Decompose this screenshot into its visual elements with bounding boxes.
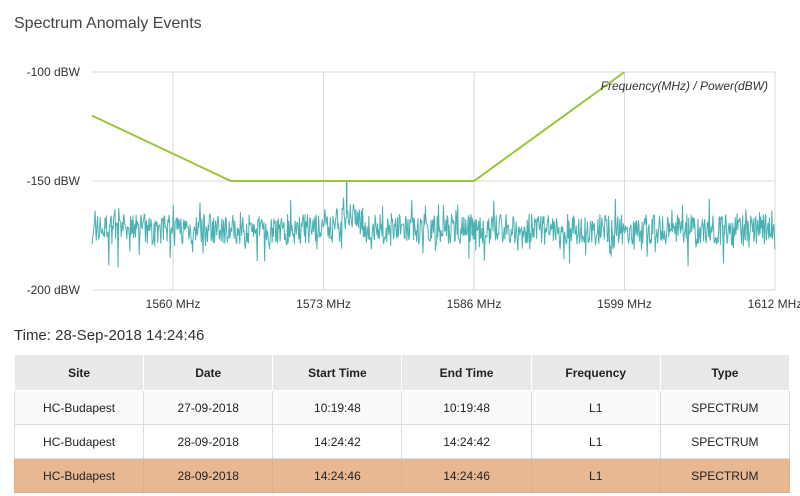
cell-end-time: 14:24:46 <box>401 458 532 493</box>
cell-end-time: 14:24:42 <box>401 424 532 459</box>
table-row[interactable]: HC-Budapest 28-09-2018 14:24:42 14:24:42 L1 S… <box>13 424 791 459</box>
spectrum-trace <box>91 181 776 268</box>
cell-frequency: L1 <box>530 424 661 459</box>
y-tick-label: -200 dBW <box>27 283 81 297</box>
cell-site: HC-Budapest <box>13 390 145 425</box>
table-row[interactable]: HC-Budapest 27-09-2018 10:19:48 10:19:48 L1 S… <box>13 390 791 425</box>
x-tick-label: 1560 MHz <box>146 297 201 311</box>
y-tick-label: -150 dBW <box>27 174 81 188</box>
x-tick-label: 1573 MHz <box>296 297 351 311</box>
chart-annotation: Frequency(MHz) / Power(dBW) <box>601 79 768 93</box>
column-header-date[interactable]: Date <box>143 354 274 391</box>
cell-site: HC-Budapest <box>13 458 145 493</box>
x-tick-label: 1586 MHz <box>447 297 502 311</box>
mask-line <box>91 71 626 182</box>
column-header-frequency[interactable]: Frequency <box>530 354 661 391</box>
spectrum-chart: -100 dBW -150 dBW -200 dBW 1560 MHz 1573 MHz… <box>27 65 800 311</box>
cell-frequency: L1 <box>530 458 661 493</box>
cell-date: 27-09-2018 <box>143 390 274 425</box>
column-header-type[interactable]: Type <box>659 354 791 391</box>
column-header-end-time[interactable]: End Time <box>401 354 532 391</box>
column-header-start-time[interactable]: Start Time <box>272 354 403 391</box>
spectrum-series <box>91 197 776 268</box>
column-header-site[interactable]: Site <box>13 354 145 391</box>
cell-start-time: 14:24:46 <box>272 458 403 493</box>
events-table: Site Date Start Time End Time Frequency … <box>13 354 791 493</box>
cell-type: SPECTRUM <box>659 458 791 493</box>
event-time-label: Time: 28-Sep-2018 14:24:46 <box>14 327 205 344</box>
cell-site: HC-Budapest <box>13 424 145 459</box>
cell-date: 28-09-2018 <box>143 424 274 459</box>
table-header-row: Site Date Start Time End Time Frequency … <box>13 354 791 391</box>
cell-type: SPECTRUM <box>659 390 791 425</box>
cell-type: SPECTRUM <box>659 424 791 459</box>
cell-date: 28-09-2018 <box>143 458 274 493</box>
cell-start-time: 10:19:48 <box>272 390 403 425</box>
x-tick-label: 1599 MHz <box>597 297 652 311</box>
page-title: Spectrum Anomaly Events <box>14 15 202 32</box>
mask-series <box>91 71 626 182</box>
cell-start-time: 14:24:42 <box>272 424 403 459</box>
table-row-selected[interactable]: HC-Budapest 28-09-2018 14:24:46 14:24:46 L1 S… <box>13 458 791 493</box>
axis-labels: -100 dBW -150 dBW -200 dBW 1560 MHz 1573 MHz… <box>27 65 800 311</box>
cell-frequency: L1 <box>530 390 661 425</box>
y-tick-label: -100 dBW <box>27 65 81 79</box>
x-tick-label: 1612 MHz <box>748 297 800 311</box>
cell-end-time: 10:19:48 <box>401 390 532 425</box>
